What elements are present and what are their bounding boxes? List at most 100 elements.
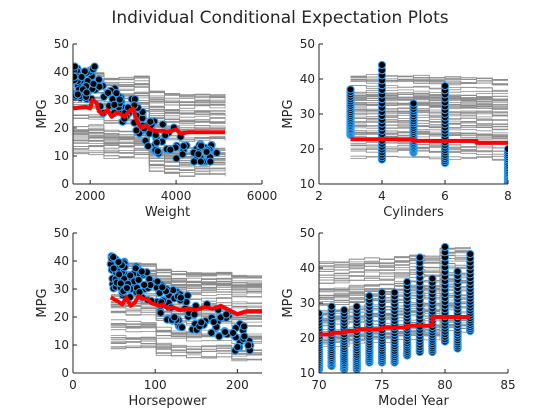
- observation-point: [152, 138, 161, 147]
- ice-curve: [319, 247, 471, 263]
- observation-point: [194, 150, 203, 159]
- axes-cylinders: 2 4 6 8 10 20 30 40 50 Cylinders MPG: [281, 37, 512, 220]
- ice-curve: [110, 264, 262, 279]
- observation-point: [82, 88, 91, 97]
- average-curve-cylinders: [350, 137, 508, 145]
- y-tick-label: 50: [54, 226, 69, 240]
- y-tick-label: 20: [300, 142, 315, 156]
- observation-point: [377, 60, 387, 70]
- observation-point: [440, 81, 450, 91]
- observation-point: [137, 267, 146, 276]
- plot-area-modelyear: [319, 242, 475, 373]
- ice-curve: [319, 251, 471, 270]
- observation-point: [156, 308, 165, 318]
- observation-point: [77, 72, 86, 82]
- ice-curve: [319, 266, 471, 284]
- observation-point: [143, 141, 153, 151]
- observation-point: [153, 277, 162, 286]
- y-tick-label: 40: [54, 254, 69, 268]
- observation-point: [112, 89, 121, 98]
- axes-horsepower: 0 100 200 0 10 20 30 40 50 Horsepower MPG: [35, 226, 262, 409]
- x-tick-label: 200: [226, 378, 249, 392]
- x-tick-label: 70: [311, 378, 326, 392]
- y-tick-label: 0: [61, 366, 69, 380]
- observation-point: [440, 242, 450, 252]
- observation-point: [415, 253, 424, 262]
- plot-area-cylinders: [346, 60, 508, 184]
- y-tick-label: 20: [54, 310, 69, 324]
- ice-curve: [319, 263, 471, 281]
- x-axis-label: Weight: [145, 205, 190, 220]
- x-tick-label: 2000: [75, 189, 106, 203]
- y-tick-label: 40: [300, 72, 315, 86]
- y-axis-label: MPG: [35, 288, 50, 317]
- observation-point: [170, 313, 179, 322]
- observation-point: [189, 157, 199, 166]
- observation-point: [390, 288, 399, 297]
- average-curve-modelyear: [319, 315, 471, 337]
- observation-point: [146, 117, 155, 126]
- observation-point: [94, 75, 104, 84]
- average-curve-horsepower: [109, 294, 262, 317]
- x-tick-label: 4000: [161, 189, 192, 203]
- y-tick-label: 30: [54, 93, 69, 107]
- observation-point: [220, 327, 230, 337]
- y-tick-label: 50: [300, 37, 315, 51]
- average-curve-weight: [73, 98, 226, 136]
- observation-point: [176, 293, 185, 302]
- observation-point: [340, 305, 349, 315]
- observation-point: [134, 275, 143, 285]
- y-tick-label: 0: [61, 177, 69, 191]
- observation-point: [110, 100, 119, 109]
- observation-point: [244, 341, 253, 350]
- observation-point: [346, 85, 355, 94]
- observation-point: [228, 328, 238, 338]
- observation-point: [153, 147, 162, 156]
- observation-point: [103, 88, 113, 97]
- observation-point: [239, 322, 249, 331]
- observation-point: [352, 302, 361, 311]
- axes-modelyear: 70 75 80 85 10 20 30 40 50 Model Year MPG: [281, 226, 516, 409]
- observation-point: [126, 271, 135, 280]
- observation-point: [240, 332, 249, 341]
- observation-point: [109, 252, 118, 262]
- y-tick-label: 50: [300, 226, 315, 240]
- x-tick-label: 6000: [247, 189, 278, 203]
- observation-point: [140, 280, 149, 290]
- ice-curve: [319, 258, 471, 276]
- observation-point: [377, 288, 387, 297]
- observation-point: [209, 317, 218, 327]
- x-tick-label: 0: [69, 378, 77, 392]
- observation-point: [114, 257, 123, 267]
- observation-point: [179, 141, 188, 151]
- y-tick-label: 30: [300, 296, 315, 310]
- observation-point: [116, 279, 125, 288]
- x-axis-label: Cylinders: [383, 205, 444, 220]
- observation-point: [115, 95, 124, 104]
- x-tick-label: 80: [437, 378, 452, 392]
- observation-point: [90, 62, 99, 71]
- ice-curve: [319, 260, 471, 278]
- y-tick-label: 40: [300, 261, 315, 275]
- observation-point: [122, 283, 132, 293]
- observation-point: [403, 277, 412, 287]
- observation-point: [202, 147, 211, 156]
- x-tick-label: 6: [441, 189, 449, 203]
- observations-cylinders: [346, 60, 508, 184]
- ice-curve: [110, 345, 262, 361]
- observation-point: [409, 99, 418, 108]
- y-axis-label: MPG: [281, 99, 296, 128]
- observation-point: [114, 270, 124, 279]
- observation-point: [166, 145, 175, 154]
- ice-curve: [110, 337, 262, 352]
- observation-point: [319, 309, 324, 318]
- observation-point: [233, 342, 242, 352]
- ice-curve: [73, 152, 226, 177]
- y-tick-label: 10: [300, 366, 315, 380]
- y-tick-label: 10: [300, 177, 315, 191]
- y-tick-label: 30: [300, 107, 315, 121]
- y-tick-label: 30: [54, 282, 69, 296]
- observation-point: [73, 62, 79, 71]
- plot-area-horsepower: [106, 252, 262, 362]
- observations-modelyear: [319, 242, 475, 373]
